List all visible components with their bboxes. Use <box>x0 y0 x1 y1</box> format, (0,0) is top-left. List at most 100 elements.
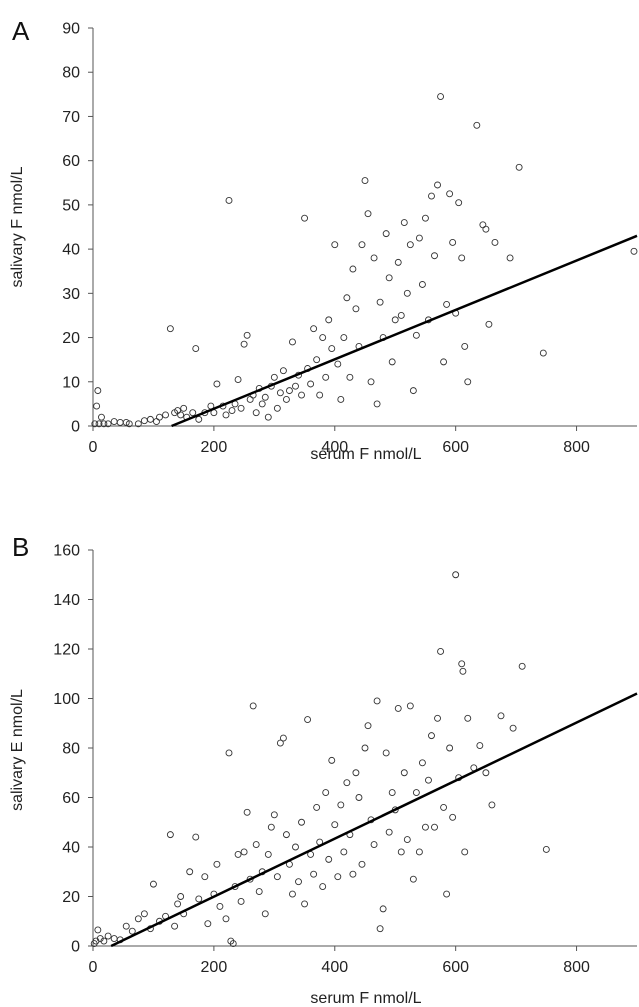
data-point <box>449 239 457 246</box>
data-point <box>110 418 118 426</box>
data-point <box>352 305 360 313</box>
data-point <box>171 922 179 930</box>
data-point <box>289 338 296 346</box>
data-point <box>382 230 390 238</box>
y-tick-label: 20 <box>62 330 80 347</box>
data-point <box>301 214 309 222</box>
data-point <box>458 660 466 668</box>
x-tick-label: 400 <box>321 439 348 456</box>
data-point <box>464 378 472 386</box>
y-tick-label: 50 <box>62 197 80 214</box>
data-point <box>104 932 112 940</box>
data-point <box>458 254 466 262</box>
data-point <box>304 716 312 723</box>
data-point <box>400 219 408 227</box>
data-point <box>482 225 490 233</box>
data-point <box>459 667 467 675</box>
y-tick-label: 20 <box>62 889 80 906</box>
data-point <box>428 192 435 200</box>
panel-a: A 0 10 20 30 40 50 60 70 80 90 0 200 400 600 800 serum… <box>9 16 638 463</box>
data-point <box>134 915 142 923</box>
data-point <box>425 776 432 784</box>
data-point <box>361 177 369 185</box>
data-point <box>431 252 438 260</box>
data-point <box>482 769 490 777</box>
panel-label: B <box>12 532 29 562</box>
x-tick-label: 600 <box>442 439 469 456</box>
data-point <box>361 744 369 752</box>
data-point <box>364 722 372 730</box>
data-point <box>515 163 523 171</box>
data-point <box>337 801 345 809</box>
y-tick-label: 140 <box>53 592 80 609</box>
data-point <box>93 402 101 410</box>
data-point <box>319 334 327 342</box>
data-point <box>216 902 224 910</box>
regression-line <box>171 234 638 428</box>
data-point <box>201 873 209 881</box>
regression-line <box>110 692 638 948</box>
data-point <box>446 744 454 752</box>
data-point <box>485 320 493 328</box>
data-point <box>370 841 378 848</box>
data-point <box>488 801 496 809</box>
panel-b: B 0 20 40 60 80 100 120 140 160 0 200 400 600 800 ser… <box>9 532 638 1007</box>
x-tick-label: 400 <box>321 959 348 976</box>
data-point <box>225 197 233 204</box>
data-point <box>149 880 157 888</box>
data-point <box>166 831 174 839</box>
data-point <box>186 868 194 876</box>
data-point <box>261 910 269 918</box>
data-point <box>406 702 414 710</box>
data-point <box>292 382 299 390</box>
data-point <box>310 870 318 878</box>
x-tick-label: 0 <box>89 439 98 456</box>
data-point <box>267 823 275 831</box>
data-point <box>352 769 360 777</box>
data-point <box>282 831 290 839</box>
data-point <box>234 850 242 858</box>
data-point <box>334 360 342 368</box>
data-point <box>98 413 105 421</box>
data-point <box>388 358 396 366</box>
data-point <box>440 358 448 366</box>
data-point <box>264 413 272 421</box>
data-point <box>373 697 381 705</box>
data-point <box>449 813 457 821</box>
data-point <box>276 739 284 747</box>
data-point <box>443 890 451 898</box>
data-point <box>122 419 130 426</box>
data-point <box>464 714 472 722</box>
data-point <box>270 811 278 819</box>
data-point <box>325 316 333 324</box>
data-point <box>234 376 242 384</box>
data-point <box>461 848 469 856</box>
x-tick-label: 800 <box>563 439 590 456</box>
data-point <box>91 420 99 428</box>
data-point <box>400 769 408 777</box>
data-point <box>258 400 266 408</box>
data-point <box>443 300 451 308</box>
data-point <box>391 316 399 324</box>
data-point <box>322 789 330 796</box>
data-point <box>298 391 305 399</box>
data-point <box>418 281 426 288</box>
data-point <box>476 742 484 749</box>
data-point <box>412 789 420 796</box>
data-point <box>213 860 221 868</box>
data-point <box>349 265 357 273</box>
data-point <box>270 373 278 381</box>
y-tick-label: 60 <box>62 790 80 807</box>
data-point <box>189 409 197 417</box>
data-point <box>252 409 260 417</box>
y-tick-label: 80 <box>62 65 80 82</box>
x-tick-label: 800 <box>563 959 590 976</box>
x-tick-label: 0 <box>89 959 98 976</box>
y-tick-label: 160 <box>53 543 80 560</box>
data-point <box>331 821 339 829</box>
data-point <box>434 714 441 722</box>
data-point <box>421 214 429 222</box>
data-point <box>146 415 154 423</box>
data-point <box>255 888 263 895</box>
data-point <box>213 380 221 388</box>
